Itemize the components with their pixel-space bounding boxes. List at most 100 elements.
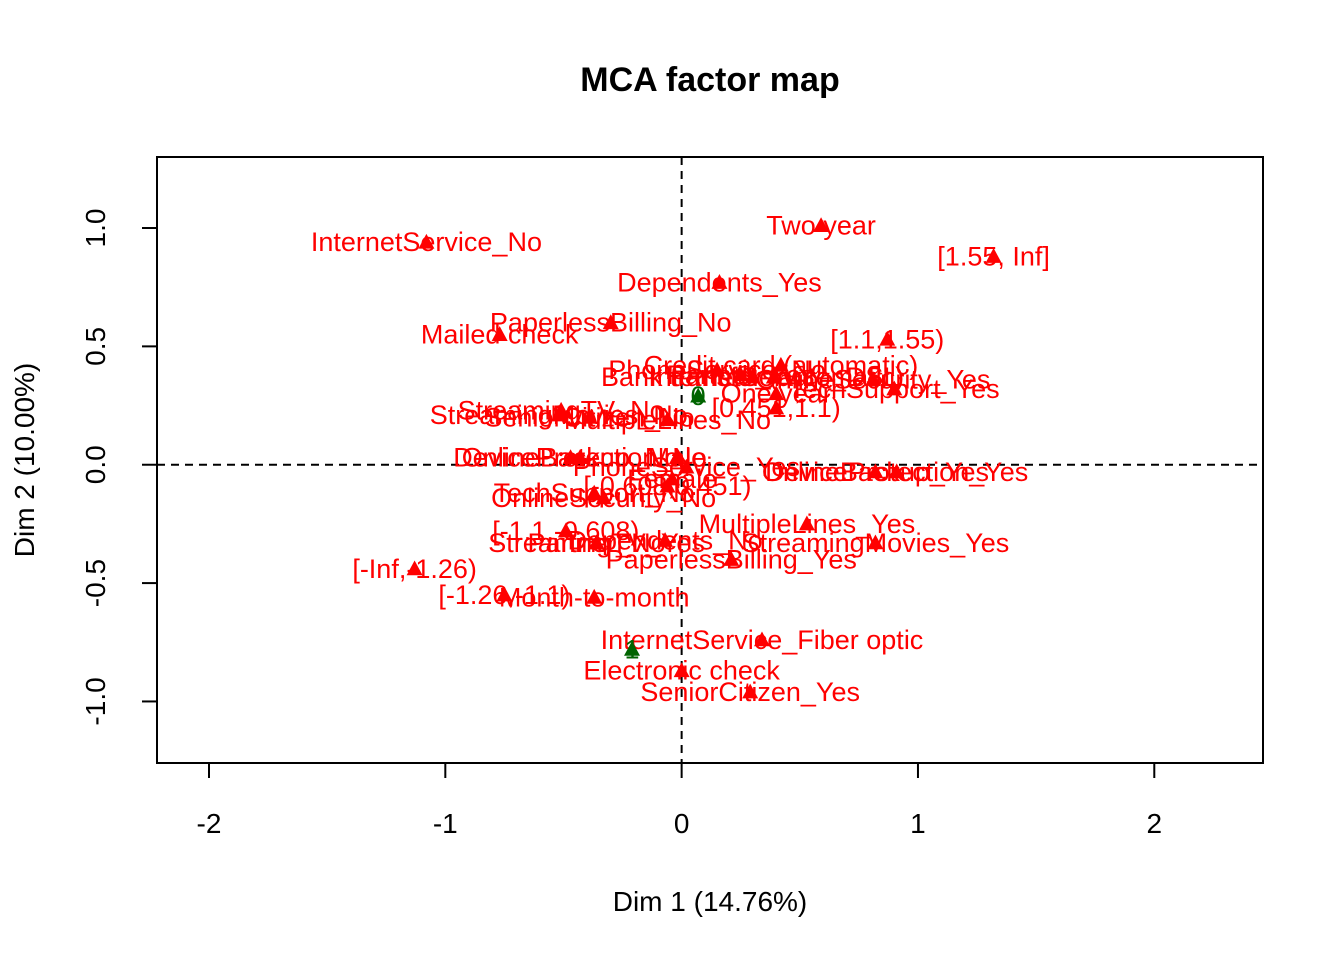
point-label: TechSupport_No bbox=[494, 478, 695, 508]
point-marker bbox=[690, 387, 707, 403]
point-label: MultipleLines_No bbox=[564, 405, 771, 435]
point-marker bbox=[886, 380, 903, 396]
point-label: Electronic check bbox=[583, 656, 780, 686]
x-axis: -2 -1 0 1 2 bbox=[197, 763, 1163, 839]
y-tick-label: -1.0 bbox=[80, 677, 111, 725]
point-label: SeniorCitizen_Yes bbox=[640, 677, 860, 707]
point-marker bbox=[557, 522, 574, 538]
point-marker bbox=[879, 330, 896, 346]
point-label: Month-to-month bbox=[499, 582, 690, 612]
point-marker bbox=[602, 314, 619, 330]
point-label: [-0.608,0.451) bbox=[583, 471, 751, 501]
point-marker bbox=[588, 534, 605, 550]
point-label: [-1.26,-1.1) bbox=[438, 580, 570, 610]
point-label: OnlineSecurity_No bbox=[491, 483, 716, 513]
point-marker bbox=[406, 560, 423, 576]
point-label: [1.1,1.55) bbox=[830, 324, 944, 354]
point-marker bbox=[657, 532, 674, 547]
point-label: Bank transfer (automatic) bbox=[601, 362, 904, 392]
x-tick-label: 1 bbox=[910, 808, 926, 839]
point-label: Male bbox=[648, 443, 707, 473]
point-label: StreamingMovies_No bbox=[430, 400, 688, 430]
point-label: OnlineBackup_No bbox=[462, 443, 680, 473]
point-label: [1.55, Inf] bbox=[937, 241, 1050, 271]
point-marker bbox=[765, 368, 782, 384]
point-label: InternetService_DSL bbox=[649, 362, 898, 392]
point-label: [0.451,1.1) bbox=[712, 393, 841, 423]
y-tick-label: -0.5 bbox=[80, 559, 111, 607]
point-label: SeniorCitizen_No bbox=[484, 402, 694, 432]
point-label: [-1.1,-0.608) bbox=[492, 516, 639, 546]
point-marker bbox=[586, 484, 603, 500]
point-marker bbox=[581, 408, 598, 424]
point-marker bbox=[723, 551, 740, 566]
points-layer: InternetService_No Two year [1.55, Inf] Dep… bbox=[311, 211, 1050, 707]
point-label: InternetService_Fiber optic bbox=[601, 625, 924, 655]
point-marker bbox=[867, 463, 884, 479]
point-marker bbox=[418, 233, 435, 249]
x-tick-label: 0 bbox=[674, 808, 690, 839]
point-label: Two year bbox=[766, 211, 876, 241]
point-label: Dependents_Yes bbox=[617, 267, 822, 297]
point-marker bbox=[668, 449, 685, 465]
point-label: DeviceProtection_Yes bbox=[765, 457, 1028, 487]
point-marker bbox=[744, 368, 761, 384]
point-marker bbox=[798, 515, 815, 531]
x-tick-label: -1 bbox=[433, 808, 458, 839]
point-marker bbox=[624, 640, 641, 656]
y-tick-label: 0.5 bbox=[80, 327, 111, 366]
y-tick-label: 0.0 bbox=[80, 445, 111, 484]
point-label: Dependents_No bbox=[568, 525, 763, 555]
point-label: PhoneService_Yes bbox=[573, 452, 800, 482]
point-marker bbox=[867, 534, 884, 550]
point-marker bbox=[768, 385, 785, 401]
point-label: [-Inf,-1.26) bbox=[352, 554, 477, 584]
point-marker bbox=[865, 371, 882, 386]
point-marker bbox=[709, 361, 726, 377]
point-label: StreamingMovies_Yes bbox=[742, 528, 1010, 558]
point-label: OnlineBackup_Yes bbox=[762, 457, 989, 487]
point-label: 1 bbox=[624, 634, 639, 664]
point-marker bbox=[772, 356, 789, 372]
point-marker bbox=[985, 248, 1002, 263]
point-marker bbox=[550, 406, 567, 422]
y-tick-label: 1.0 bbox=[80, 209, 111, 248]
point-marker bbox=[732, 366, 749, 382]
reference-lines bbox=[157, 157, 1263, 763]
plot-frame bbox=[156, 156, 1264, 764]
point-label: PaperlessBilling_Yes bbox=[606, 544, 857, 574]
x-tick-label: 2 bbox=[1147, 808, 1163, 839]
point-marker bbox=[678, 458, 695, 474]
point-marker bbox=[888, 463, 905, 479]
point-label: InternetService_No bbox=[311, 227, 542, 257]
point-label: PaperlessBilling_No bbox=[490, 308, 732, 338]
point-label: Partner_Yes bbox=[667, 360, 815, 390]
point-marker bbox=[496, 586, 513, 602]
point-marker bbox=[742, 683, 759, 699]
x-axis-label: Dim 1 (14.76%) bbox=[613, 886, 808, 917]
chart-title: MCA factor map bbox=[580, 61, 839, 99]
point-marker bbox=[659, 411, 676, 427]
point-label: OnlineSecurity_Yes bbox=[756, 365, 991, 395]
point-marker bbox=[659, 477, 676, 493]
y-axis-label: Dim 2 (10.00%) bbox=[9, 363, 40, 558]
point-label: Mailed check bbox=[421, 320, 579, 350]
point-label: Partner_No bbox=[528, 528, 666, 558]
point-marker bbox=[673, 662, 690, 678]
y-axis: -1.0 -0.5 0.0 0.5 1.0 bbox=[80, 209, 157, 726]
point-label: 0 bbox=[691, 381, 706, 411]
point-marker bbox=[572, 449, 589, 465]
point-label: DeviceProtection_No bbox=[453, 443, 707, 473]
point-marker bbox=[711, 274, 728, 289]
point-marker bbox=[586, 588, 603, 604]
point-label: PhoneService_No bbox=[608, 355, 826, 385]
point-label: TechSupport_Yes bbox=[789, 374, 1000, 404]
point-marker bbox=[768, 399, 785, 415]
x-tick-label: -2 bbox=[197, 808, 222, 839]
point-marker bbox=[813, 217, 830, 233]
point-marker bbox=[491, 326, 508, 341]
point-marker bbox=[753, 631, 770, 647]
point-label: MultipleLines_Yes bbox=[699, 509, 916, 539]
